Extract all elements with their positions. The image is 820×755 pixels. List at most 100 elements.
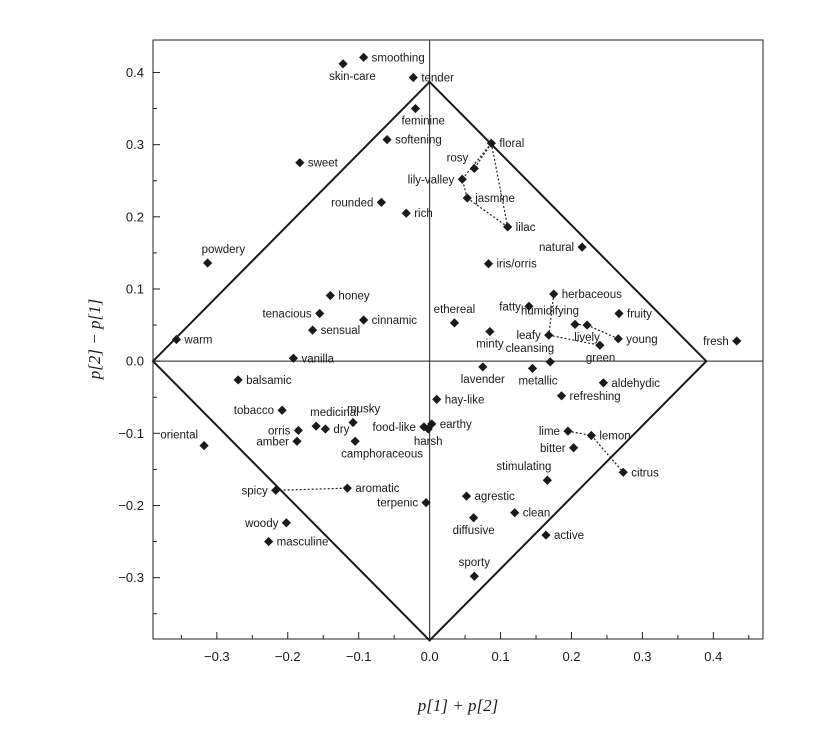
data-point-label: diffusive bbox=[453, 525, 495, 537]
data-point-label: softening bbox=[395, 135, 442, 147]
x-tick-label: 0.3 bbox=[633, 649, 651, 664]
data-point-label: camphoraceous bbox=[341, 448, 423, 460]
data-point-label: lilac bbox=[516, 222, 536, 234]
data-point-label: jasmine bbox=[474, 193, 515, 205]
plot-frame bbox=[152, 39, 764, 640]
data-point-label: tenacious bbox=[262, 309, 311, 321]
data-point bbox=[469, 163, 479, 174]
data-point bbox=[311, 421, 321, 431]
data-point bbox=[408, 72, 418, 83]
data-point-label: young bbox=[626, 334, 657, 346]
data-point bbox=[432, 394, 442, 404]
data-point bbox=[462, 193, 472, 203]
data-point-label: bitter bbox=[540, 443, 566, 455]
dotted-link bbox=[490, 143, 509, 228]
dotted-link bbox=[548, 334, 600, 346]
x-tick-label: −0.3 bbox=[204, 649, 230, 664]
data-point-label: refreshing bbox=[570, 391, 621, 403]
x-tick-label: −0.2 bbox=[275, 649, 301, 664]
data-point-label: amber bbox=[256, 436, 289, 448]
x-tick-label: 0.4 bbox=[704, 649, 722, 664]
data-point bbox=[348, 417, 358, 428]
data-point-label: green bbox=[586, 352, 615, 364]
data-point bbox=[350, 436, 360, 446]
data-point bbox=[171, 334, 182, 345]
data-point-label: warm bbox=[183, 335, 212, 347]
x-axis-ticks: −0.3 −0.2 −0.1 0.0 0.1 0.2 0.3 0.4 bbox=[180, 632, 750, 664]
data-point bbox=[732, 336, 742, 346]
data-point bbox=[544, 330, 554, 340]
data-point bbox=[233, 375, 243, 385]
data-point-label: aromatic bbox=[355, 483, 399, 495]
data-point bbox=[485, 326, 495, 337]
data-point bbox=[586, 430, 596, 441]
data-point bbox=[271, 485, 281, 495]
data-point-label: feminine bbox=[401, 116, 444, 128]
data-point bbox=[320, 424, 330, 434]
dotted-link bbox=[590, 435, 624, 473]
data-point-label: sporty bbox=[459, 557, 491, 569]
x-axis-title: p[1] + p[2] bbox=[417, 696, 498, 715]
data-point bbox=[457, 174, 467, 184]
data-point-label: woody bbox=[244, 518, 278, 530]
data-point-label: harsh bbox=[414, 436, 443, 448]
data-point-label: herbaceous bbox=[562, 289, 622, 301]
dotted-link bbox=[586, 324, 619, 340]
data-point bbox=[486, 138, 496, 148]
data-point-label: lily-valley bbox=[408, 174, 455, 186]
data-point bbox=[315, 308, 325, 319]
y-tick-label: −0.1 bbox=[118, 426, 144, 441]
data-point bbox=[423, 424, 433, 434]
data-point-label: ethereal bbox=[434, 304, 476, 316]
data-point-label: dry bbox=[333, 424, 349, 436]
data-point bbox=[614, 308, 624, 319]
data-point bbox=[542, 475, 552, 485]
data-point-label: lime bbox=[539, 426, 560, 438]
data-point-label: food-like bbox=[372, 422, 415, 434]
data-point-label: rounded bbox=[331, 197, 373, 209]
data-point-label: natural bbox=[539, 242, 574, 254]
boundary-diamond bbox=[151, 80, 708, 642]
data-point bbox=[292, 436, 302, 446]
data-point bbox=[382, 134, 392, 145]
data-point-label: sweet bbox=[308, 158, 339, 170]
y-tick-label: 0.4 bbox=[126, 65, 144, 80]
data-point bbox=[598, 378, 609, 388]
data-point bbox=[478, 362, 488, 372]
data-point-label: powdery bbox=[202, 244, 246, 256]
data-point-label: cleansing bbox=[506, 343, 555, 355]
data-point-label: balsamic bbox=[246, 375, 292, 387]
data-point bbox=[461, 491, 472, 501]
data-point-label: musky bbox=[347, 403, 380, 415]
data-point bbox=[556, 391, 567, 401]
data-label-layer: smoothing skin-care tender feminine softenin… bbox=[160, 52, 728, 569]
data-point-label: rich bbox=[414, 208, 433, 220]
x-tick-label: −0.1 bbox=[346, 649, 372, 664]
data-point bbox=[325, 290, 335, 301]
data-point-label: fresh bbox=[703, 336, 729, 348]
data-point bbox=[449, 318, 460, 328]
y-tick-label: 0.3 bbox=[126, 137, 144, 152]
data-point bbox=[342, 483, 352, 493]
data-point bbox=[359, 52, 369, 62]
dotted-link bbox=[275, 487, 348, 491]
data-point-label: active bbox=[554, 530, 584, 542]
data-point bbox=[469, 513, 479, 523]
data-point-label: iris/orris bbox=[497, 259, 537, 271]
data-point bbox=[401, 208, 411, 218]
y-tick-label: −0.3 bbox=[118, 570, 144, 585]
data-point-label: agrestic bbox=[475, 491, 516, 503]
data-point bbox=[618, 467, 628, 477]
reference-lines bbox=[153, 40, 763, 639]
data-point-label: floral bbox=[499, 138, 524, 150]
x-tick-label: 0.2 bbox=[562, 649, 580, 664]
data-point-label: tender bbox=[421, 73, 454, 85]
dotted-link bbox=[466, 197, 508, 228]
data-point bbox=[288, 353, 299, 363]
data-point-label: earthy bbox=[440, 419, 472, 431]
data-point-label: sensual bbox=[321, 325, 361, 337]
data-point bbox=[595, 340, 605, 350]
data-point bbox=[570, 319, 580, 329]
data-point bbox=[264, 536, 274, 547]
